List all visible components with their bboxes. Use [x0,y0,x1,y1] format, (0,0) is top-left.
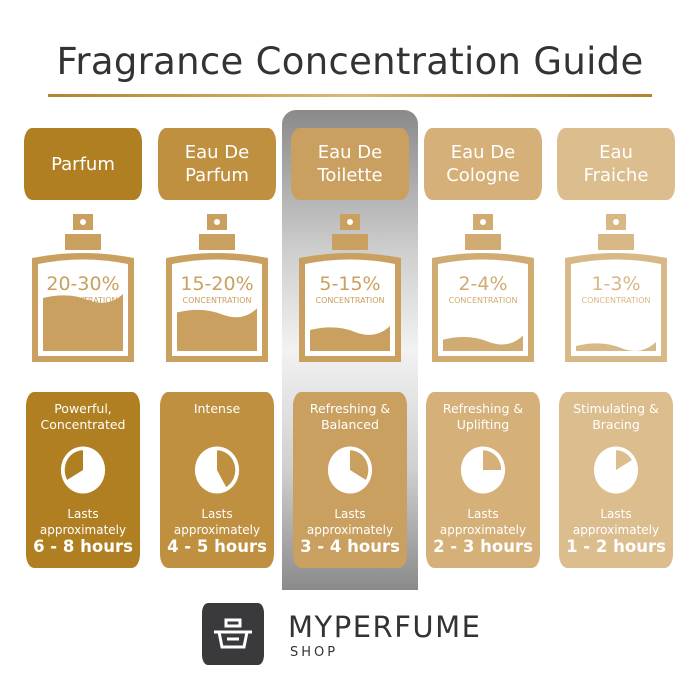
info-card: Refreshing & Uplifting Lasts approximate… [426,392,540,568]
type-label: Parfum [24,128,142,200]
type-name: Parfum [51,153,115,175]
lasts-label: Lasts approximately [572,507,660,537]
info-card: Refreshing & Balanced Lasts approximatel… [293,392,407,568]
bottle-icon: 1-3% CONCENTRATION [565,214,667,362]
column-eau-de-cologne: Eau De Cologne 2-4% CONCENTRATION Refres… [418,0,548,700]
bottle-icon: 2-4% CONCENTRATION [432,214,534,362]
clock-dial-icon [194,446,240,494]
type-label: Eau Fraiche [557,128,675,200]
duration-value: 2 - 3 hours [433,537,533,556]
concentration-word: CONCENTRATION [449,296,518,305]
brand-logo [202,603,264,665]
column-eau-fraiche: Eau Fraiche 1-3% CONCENTRATION Stimulati… [551,0,681,700]
type-name: Eau De Parfum [184,142,250,186]
info-card: Intense Lasts approximately 4 - 5 hours [160,392,274,568]
dial-wedge [483,450,502,470]
concentration-value: 2-4% [458,273,507,295]
lasts-label: Lasts approximately [173,507,261,537]
duration-value: 4 - 5 hours [167,537,267,556]
page-title: Fragrance Concentration Guide [56,40,644,83]
clock-dial-icon [460,446,506,494]
column-eau-de-parfum: Eau De Parfum 15-20% CONCENTRATION Inten… [152,0,282,700]
trait-text: Intense [193,401,241,416]
concentration-word: CONCENTRATION [582,296,651,305]
duration-value: 6 - 8 hours [33,537,133,556]
type-label: Eau De Cologne [424,128,542,200]
perfume-bottle-logo-icon [214,618,252,649]
concentration-word: CONCENTRATION [183,296,252,305]
trait-text: Powerful, Concentrated [40,401,126,432]
concentration-word: CONCENTRATION [49,296,118,305]
concentration-value: 5-15% [319,273,380,295]
trait-text: Refreshing & Uplifting [442,401,524,432]
trait-text: Refreshing & Balanced [309,401,391,432]
trait-text: Stimulating & Bracing [573,401,659,432]
brand-subtitle: SHOP [290,645,339,660]
type-name: Eau De Cologne [446,142,520,186]
dial-wedge [616,450,632,470]
type-name: Eau Fraiche [583,142,649,186]
lasts-label: Lasts approximately [439,507,527,537]
dial-wedge [217,450,236,488]
bottle-icon: 15-20% CONCENTRATION [166,214,268,362]
type-name: Eau De Toilette [317,142,383,186]
lasts-label: Lasts approximately [39,507,127,537]
concentration-word: CONCENTRATION [316,296,385,305]
bottle-icon: 5-15% CONCENTRATION [299,214,401,362]
lasts-label: Lasts approximately [306,507,394,537]
info-card: Powerful, Concentrated Lasts approximate… [26,392,140,568]
title-divider [48,94,652,97]
duration-value: 3 - 4 hours [300,537,400,556]
concentration-value: 20-30% [46,273,119,295]
dial-wedge [350,450,369,480]
info-card: Stimulating & Bracing Lasts approximatel… [559,392,673,568]
duration-value: 1 - 2 hours [566,537,666,556]
dial-wedge [64,450,83,480]
concentration-value: 1-3% [591,273,640,295]
clock-dial-icon [593,446,639,494]
clock-dial-icon [327,446,373,494]
type-label: Eau De Toilette [291,128,409,200]
column-eau-de-toilette: Eau De Toilette 5-15% CONCENTRATION Refr… [285,0,415,700]
concentration-value: 15-20% [180,273,253,295]
type-label: Eau De Parfum [158,128,276,200]
column-parfum: Parfum 20-30% CONCENTRATION Powerful, Co… [18,0,148,700]
bottle-icon: 20-30% CONCENTRATION [32,214,134,362]
clock-dial-icon [60,446,106,494]
brand-name: MYPERFUME [288,610,482,644]
